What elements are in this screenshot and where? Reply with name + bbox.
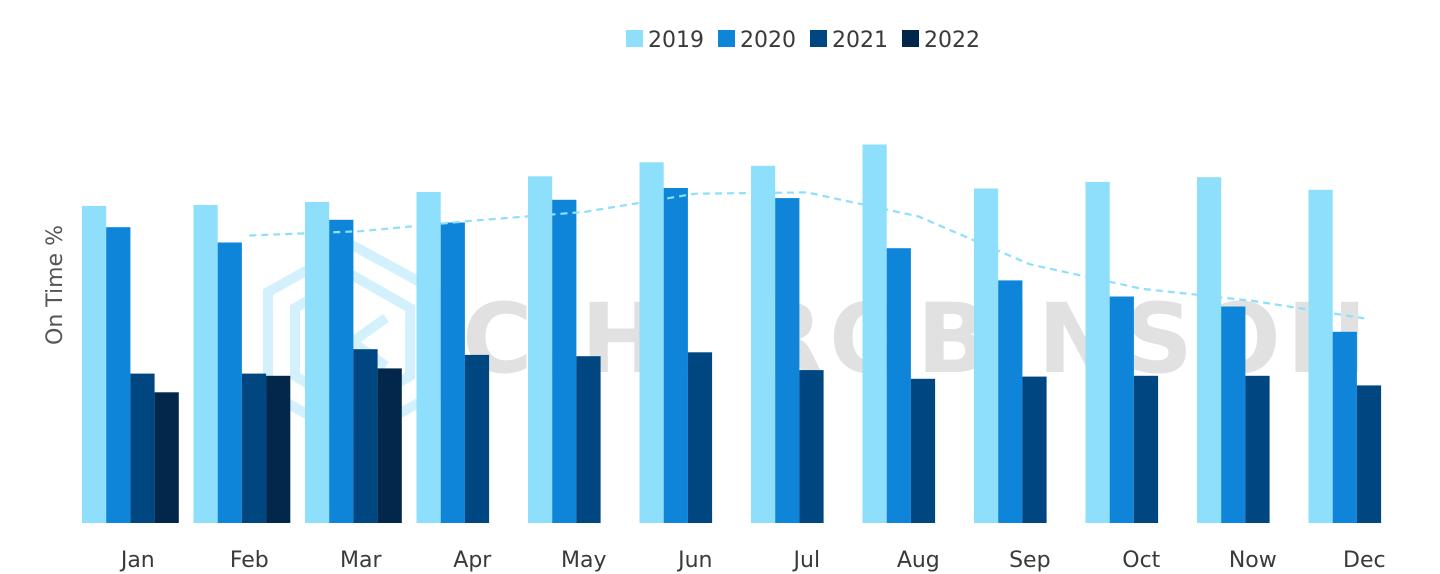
- bar-aug-2021: [910, 378, 936, 523]
- x-tick-aug: Aug: [897, 548, 940, 573]
- x-tick-apr: Apr: [453, 548, 492, 573]
- x-tick-jan: Jan: [119, 548, 155, 573]
- bar-oct-2020: [1109, 296, 1134, 523]
- bar-feb-2021: [241, 373, 267, 523]
- trendline-layer: [249, 191, 1365, 320]
- bar-sep-2019: [974, 188, 999, 523]
- legend-swatch-2022: [902, 30, 919, 47]
- bar-jan-2020: [106, 227, 131, 523]
- bar-jan-2021: [130, 373, 155, 523]
- x-tick-mar: Mar: [340, 548, 382, 573]
- bar-sep-2021: [1022, 376, 1047, 523]
- legend: 2019 2020 2021 2022: [626, 28, 980, 53]
- bar-feb-2019: [193, 205, 218, 523]
- bar-mar-2021: [353, 349, 378, 523]
- bar-jan-2022: [154, 392, 179, 523]
- bar-apr-2021: [464, 354, 490, 523]
- x-tick-jul: Jul: [792, 548, 821, 573]
- bar-jul-2020: [775, 198, 800, 523]
- bar-jun-2019: [639, 162, 664, 524]
- bar-jul-2021: [799, 370, 824, 523]
- legend-label-2022: 2022: [924, 28, 980, 53]
- legend-swatch-2021: [810, 30, 827, 47]
- bar-oct-2021: [1133, 375, 1159, 523]
- bar-aug-2020: [886, 248, 911, 523]
- bar-jun-2020: [663, 188, 688, 523]
- bar-mar-2020: [329, 219, 354, 524]
- x-tick-dec: Dec: [1343, 548, 1386, 573]
- bar-may-2020: [552, 199, 577, 524]
- bar-aug-2019: [862, 144, 887, 523]
- bar-jan-2019: [82, 205, 107, 523]
- bar-apr-2020: [440, 222, 465, 523]
- x-tick-oct: Oct: [1122, 548, 1160, 573]
- x-tick-jun: Jun: [676, 548, 712, 573]
- bar-now-2020: [1221, 306, 1246, 523]
- legend-swatch-2019: [626, 30, 643, 47]
- bar-now-2019: [1197, 177, 1222, 523]
- x-tick-sep: Sep: [1009, 548, 1050, 573]
- y-axis-label: On Time %: [43, 225, 68, 345]
- bar-oct-2019: [1085, 181, 1110, 523]
- bar-dec-2020: [1332, 331, 1357, 523]
- trendline-2019: [249, 191, 1365, 320]
- bar-may-2019: [528, 176, 553, 524]
- bar-jun-2021: [687, 352, 713, 523]
- bar-mar-2022: [377, 368, 402, 523]
- bar-jul-2019: [751, 165, 776, 524]
- bar-feb-2020: [217, 242, 242, 523]
- bar-dec-2019: [1308, 189, 1333, 524]
- bars-layer: [82, 144, 1382, 524]
- bar-feb-2022: [266, 375, 291, 523]
- legend-label-2019: 2019: [648, 28, 704, 53]
- bar-dec-2021: [1356, 385, 1382, 523]
- bar-may-2021: [576, 356, 601, 523]
- bar-apr-2019: [416, 192, 441, 523]
- x-axis: Jan Feb Mar Apr May Jun Jul Aug Sep Oct Now Dec: [119, 548, 1386, 573]
- bar-mar-2019: [305, 202, 330, 523]
- legend-swatch-2020: [718, 30, 735, 47]
- x-tick-may: May: [561, 548, 606, 573]
- legend-label-2020: 2020: [740, 28, 796, 53]
- bar-sep-2020: [998, 280, 1023, 523]
- bar-now-2021: [1245, 375, 1270, 523]
- legend-label-2021: 2021: [832, 28, 888, 53]
- x-tick-feb: Feb: [230, 548, 269, 573]
- x-tick-now: Now: [1229, 548, 1277, 573]
